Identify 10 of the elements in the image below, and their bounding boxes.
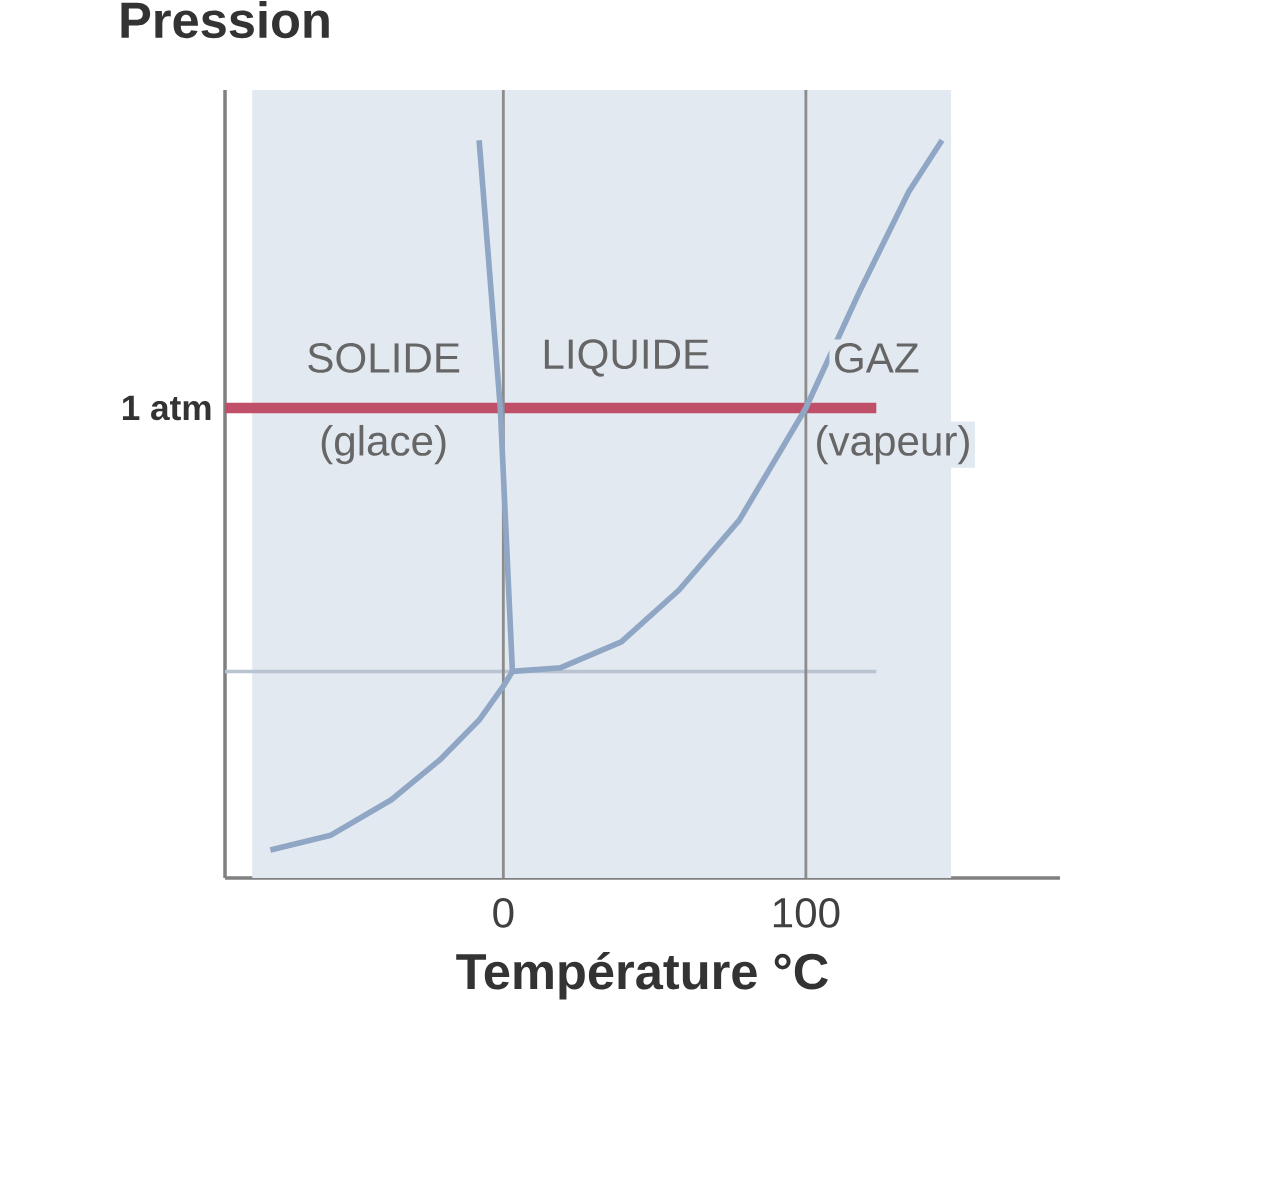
x-tick-label: 100 <box>773 897 840 928</box>
y-axis-title: Pression <box>121 1 329 39</box>
ref-line-label: 1 atm <box>122 395 211 421</box>
x-axis-title: Température °C <box>456 951 828 1000</box>
annotation: SOLIDE <box>308 342 460 373</box>
annotation: GAZ <box>835 342 919 373</box>
annotation: (vapeur) <box>817 424 969 465</box>
x-tick-label: 0 <box>493 897 514 928</box>
annotation: (glace) <box>321 424 446 465</box>
annotation: LIQUIDE <box>544 339 709 377</box>
